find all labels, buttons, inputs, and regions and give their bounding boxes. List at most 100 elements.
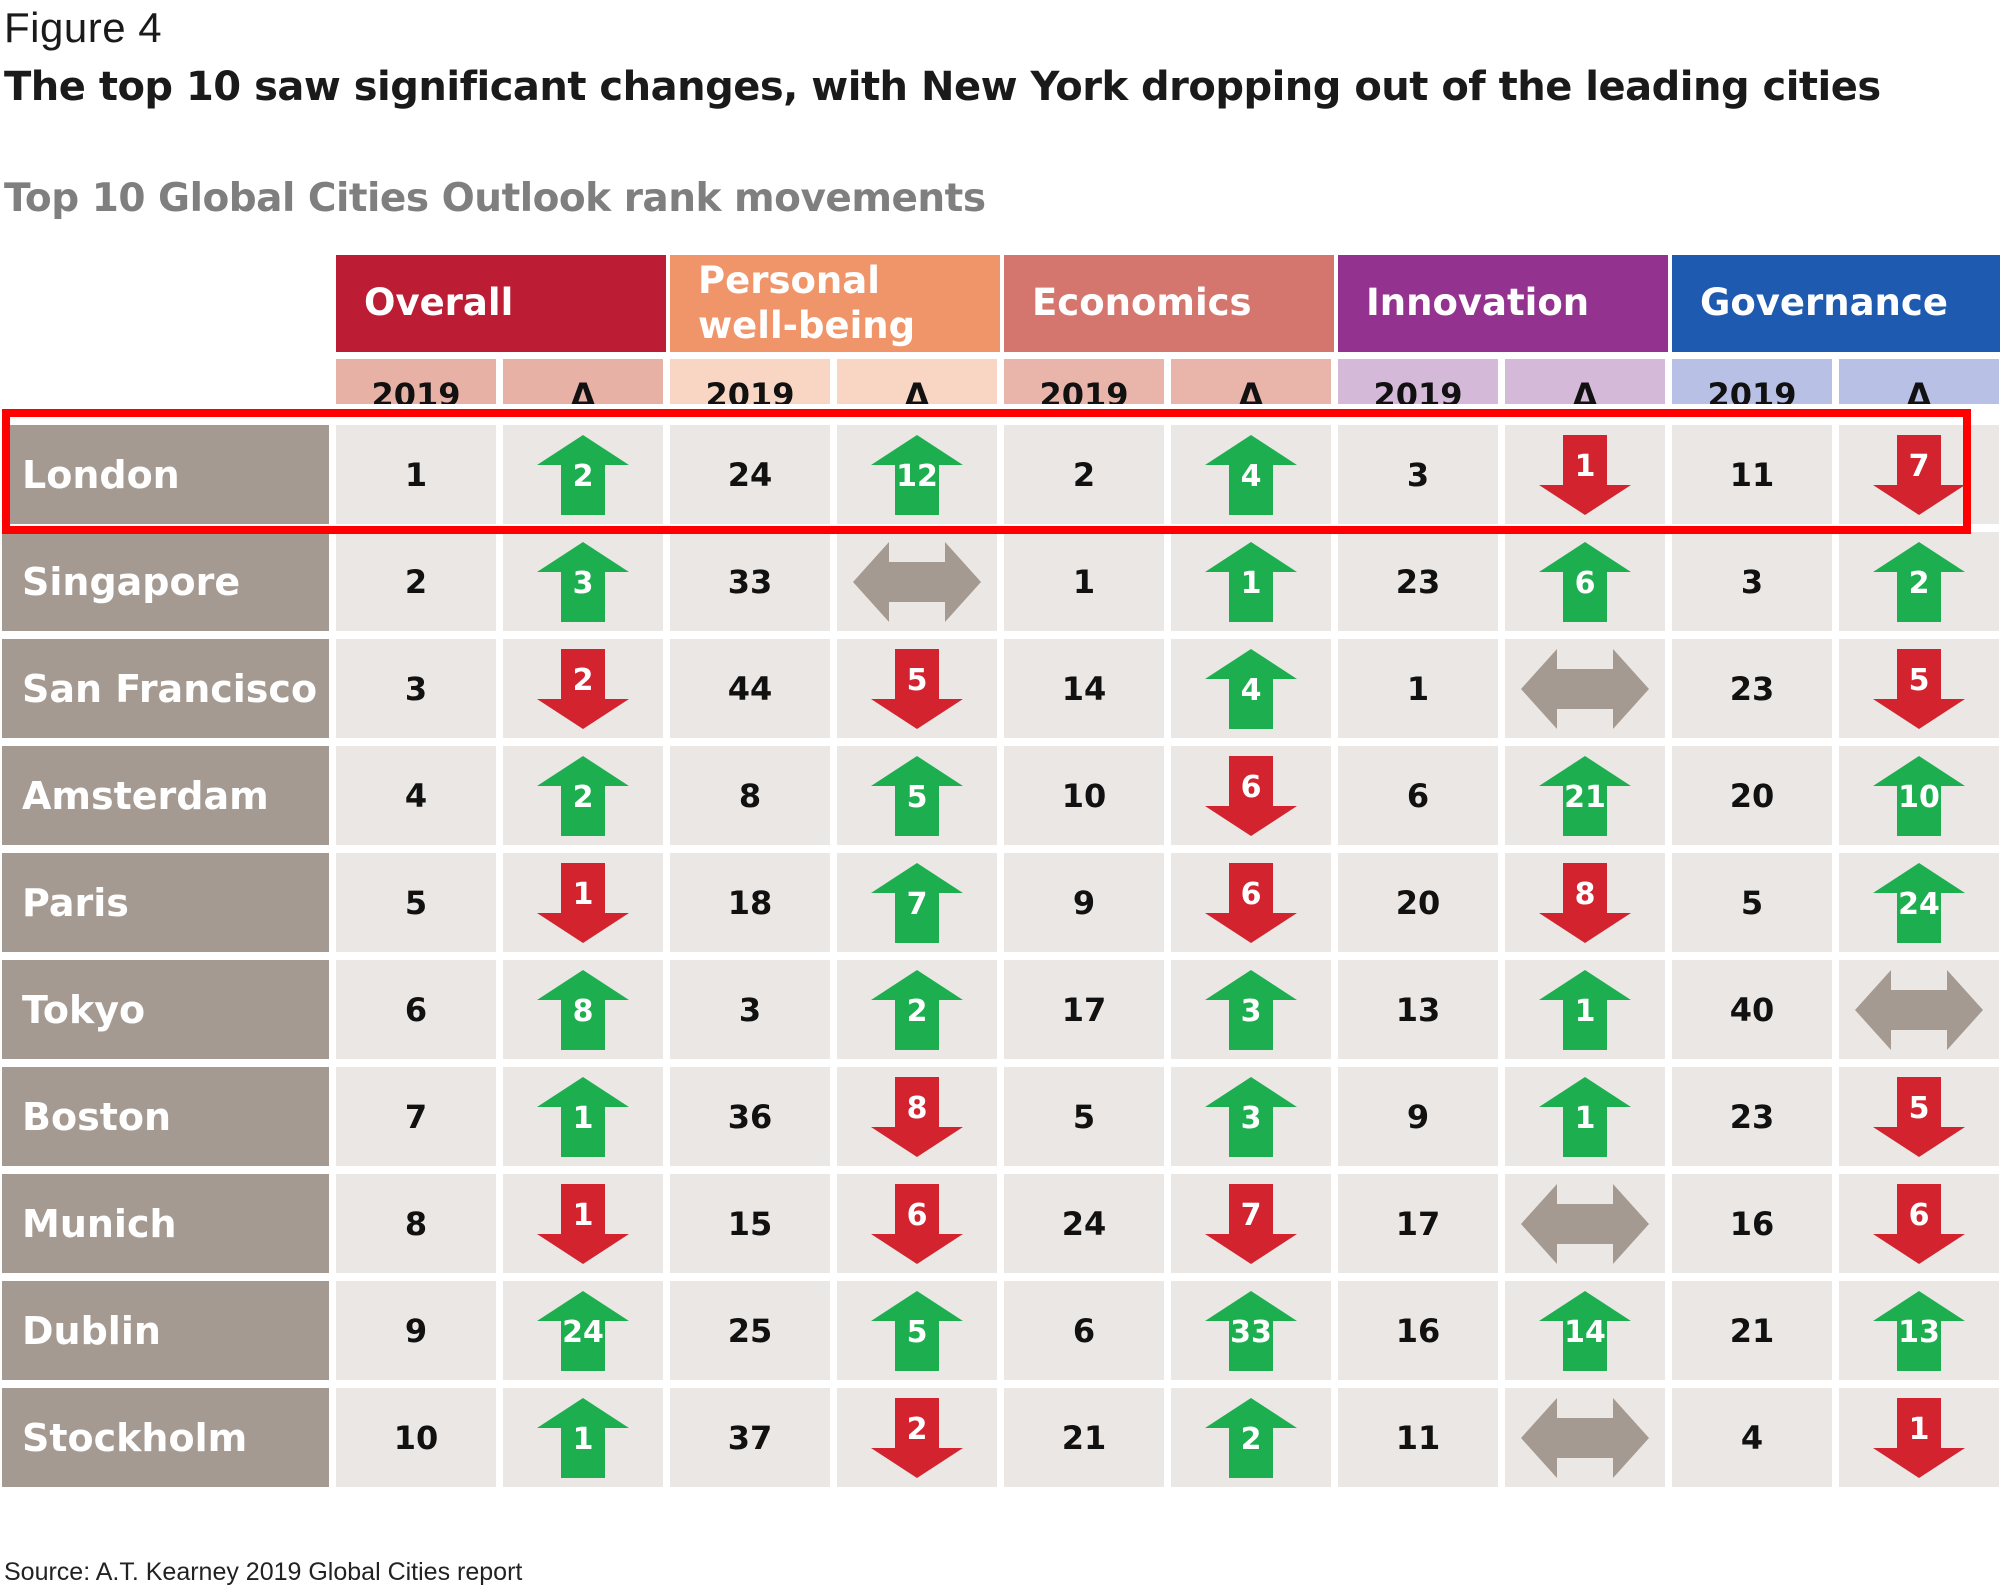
delta-marker: 5 xyxy=(871,1290,963,1371)
rank-value: 20 xyxy=(1395,883,1441,922)
rank-value: 3 xyxy=(738,990,762,1029)
rank-value: 16 xyxy=(1395,1311,1441,1350)
delta-cell xyxy=(837,532,997,631)
delta-cell: 24 xyxy=(1839,853,1999,952)
delta-value: 8 xyxy=(1574,876,1596,912)
rank-value: 2 xyxy=(1072,455,1096,494)
rank-value: 17 xyxy=(1061,990,1107,1029)
rank-value: 5 xyxy=(1740,883,1764,922)
delta-cell: 1 xyxy=(1505,1067,1665,1166)
up-arrow-icon xyxy=(1873,1290,1965,1371)
rank-cell: 33 xyxy=(670,532,830,631)
delta-marker: 5 xyxy=(871,755,963,836)
delta-cell: 7 xyxy=(1171,1174,1331,1273)
delta-value: 6 xyxy=(1574,565,1596,601)
delta-cell: 1 xyxy=(503,853,663,952)
delta-cell: 24 xyxy=(503,1281,663,1380)
delta-cell: 13 xyxy=(1839,1281,1999,1380)
rank-value: 11 xyxy=(1729,455,1775,494)
delta-marker: 5 xyxy=(871,648,963,729)
rank-cell: 7 xyxy=(336,1067,496,1166)
delta-value: 3 xyxy=(1240,1100,1262,1136)
rank-value: 44 xyxy=(727,669,773,708)
rank-cell: 8 xyxy=(336,1174,496,1273)
rank-value: 5 xyxy=(404,883,428,922)
delta-marker: 2 xyxy=(537,434,629,515)
delta-marker: 1 xyxy=(1873,1397,1965,1478)
delta-cell: 4 xyxy=(1171,639,1331,738)
delta-value: 12 xyxy=(896,458,938,494)
no-change-arrow-icon xyxy=(1521,648,1649,729)
delta-value: 2 xyxy=(906,993,928,1029)
rank-cell: 5 xyxy=(1004,1067,1164,1166)
up-arrow-icon xyxy=(537,1397,629,1478)
delta-cell xyxy=(1505,1388,1665,1487)
delta-value: 6 xyxy=(1240,769,1262,805)
delta-value: 2 xyxy=(1240,1421,1262,1457)
rank-cell: 10 xyxy=(336,1388,496,1487)
delta-value: 13 xyxy=(1898,1314,1940,1350)
up-arrow-icon xyxy=(1205,1290,1297,1371)
delta-marker: 1 xyxy=(537,1183,629,1264)
down-arrow-icon xyxy=(1873,434,1965,515)
rank-cell: 13 xyxy=(1338,960,1498,1059)
rank-cell: 6 xyxy=(336,960,496,1059)
rank-value: 11 xyxy=(1395,1418,1441,1457)
rank-value: 7 xyxy=(404,1097,428,1136)
rank-value: 8 xyxy=(738,776,762,815)
rank-value: 2 xyxy=(404,562,428,601)
delta-value: 5 xyxy=(1908,662,1930,698)
delta-value: 1 xyxy=(1240,565,1262,601)
rank-cell: 15 xyxy=(670,1174,830,1273)
subheader-year-economics: 2019 xyxy=(1004,359,1164,404)
rank-cell: 1 xyxy=(1004,532,1164,631)
delta-marker: 5 xyxy=(1873,1076,1965,1157)
rank-value: 6 xyxy=(1072,1311,1096,1350)
delta-marker: 1 xyxy=(1205,541,1297,622)
rank-value: 6 xyxy=(404,990,428,1029)
subheader-year-overall: 2019 xyxy=(336,359,496,404)
no-change-arrow-icon xyxy=(1521,1397,1649,1478)
down-arrow-icon xyxy=(1873,1076,1965,1157)
rank-cell: 6 xyxy=(1004,1281,1164,1380)
down-arrow-icon xyxy=(1873,648,1965,729)
subheader-label: 2019 xyxy=(371,376,461,404)
up-arrow-icon xyxy=(871,1290,963,1371)
delta-marker xyxy=(1521,1397,1649,1478)
delta-marker: 3 xyxy=(1205,969,1297,1050)
subheader-label: 2019 xyxy=(1707,376,1797,404)
delta-marker: 14 xyxy=(1539,1290,1631,1371)
up-arrow-icon xyxy=(537,1290,629,1371)
rank-cell: 9 xyxy=(1004,853,1164,952)
delta-cell: 6 xyxy=(1505,532,1665,631)
rank-cell: 44 xyxy=(670,639,830,738)
up-arrow-icon xyxy=(1873,541,1965,622)
delta-marker xyxy=(1521,648,1649,729)
figure-title: The top 10 saw significant changes, with… xyxy=(4,64,1881,110)
delta-cell: 2 xyxy=(837,1388,997,1487)
subheader-label: Δ xyxy=(1238,376,1264,404)
rank-value: 37 xyxy=(727,1418,773,1457)
up-arrow-icon xyxy=(537,755,629,836)
rank-cell: 9 xyxy=(336,1281,496,1380)
rank-cell: 23 xyxy=(1338,532,1498,631)
delta-value: 10 xyxy=(1898,779,1940,815)
down-arrow-icon xyxy=(1873,1183,1965,1264)
rank-value: 1 xyxy=(404,455,428,494)
delta-cell: 2 xyxy=(503,639,663,738)
delta-cell xyxy=(1505,639,1665,738)
rank-value: 3 xyxy=(1406,455,1430,494)
rank-cell: 3 xyxy=(336,639,496,738)
delta-cell xyxy=(1839,960,1999,1059)
rank-value: 16 xyxy=(1729,1204,1775,1243)
down-arrow-icon xyxy=(537,1183,629,1264)
city-label-munich: Munich xyxy=(2,1174,329,1273)
delta-cell: 3 xyxy=(503,532,663,631)
rank-value: 6 xyxy=(1406,776,1430,815)
subheader-label: 2019 xyxy=(705,376,795,404)
rank-cell: 25 xyxy=(670,1281,830,1380)
rank-cell: 4 xyxy=(336,746,496,845)
rank-cell: 14 xyxy=(1004,639,1164,738)
city-label-san-francisco: San Francisco xyxy=(2,639,329,738)
up-arrow-icon xyxy=(537,969,629,1050)
